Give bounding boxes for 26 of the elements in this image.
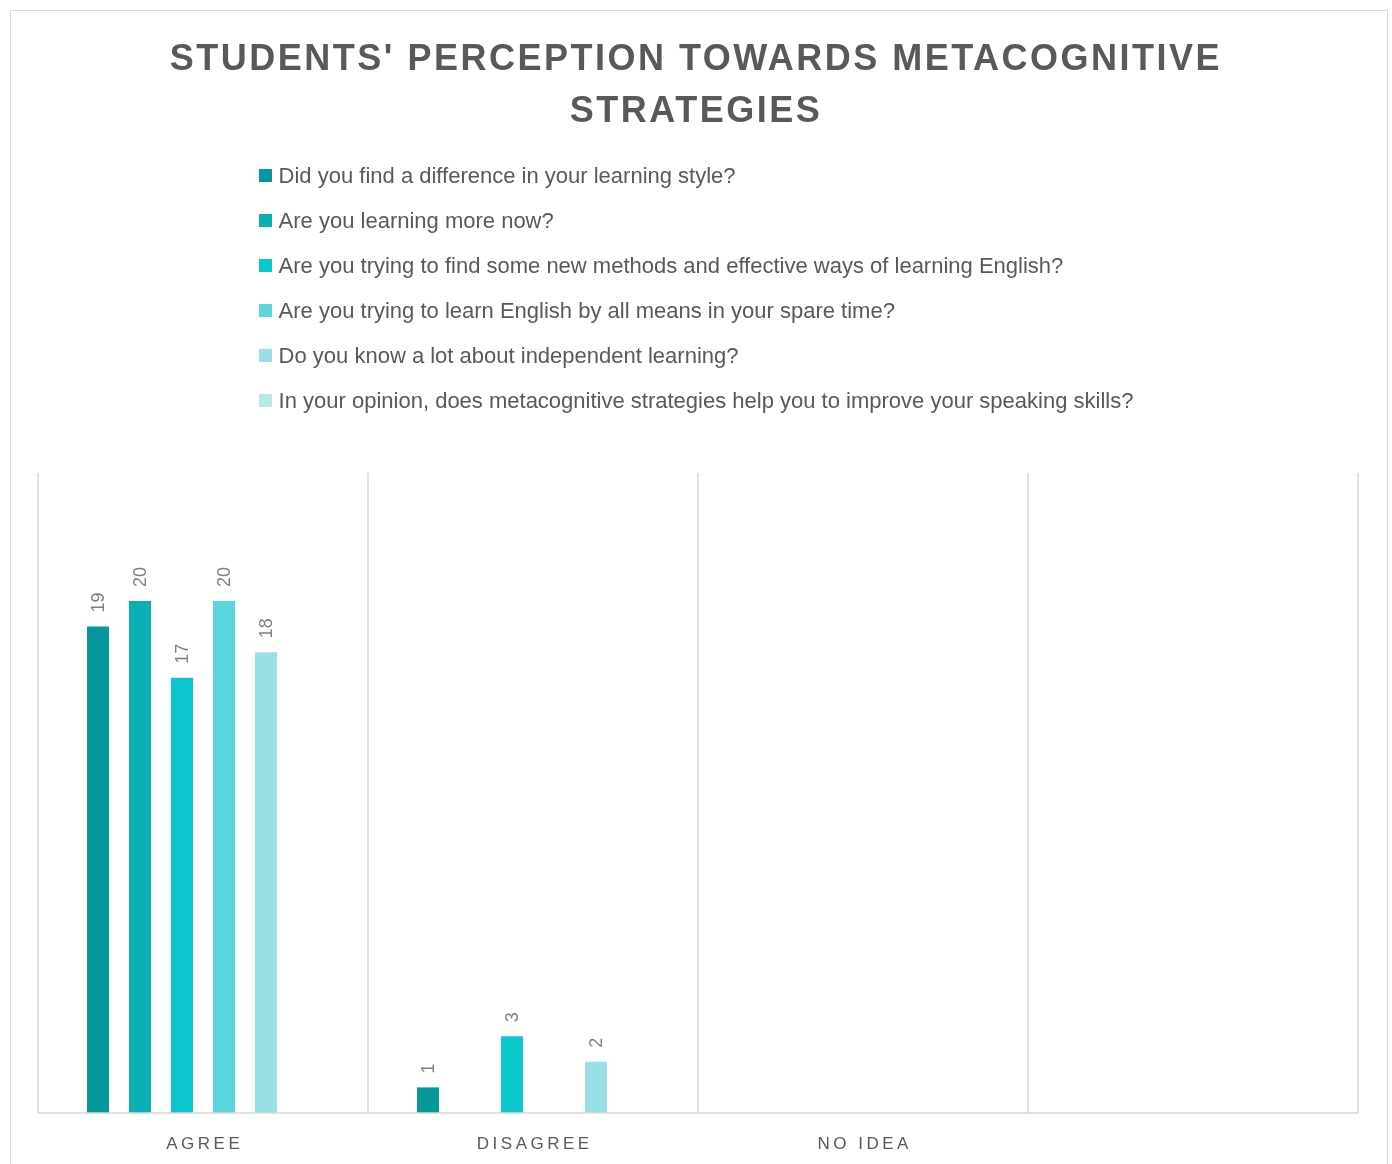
bar xyxy=(501,1036,523,1113)
chart-title: STUDENTS' PERCEPTION TOWARDS METACOGNITIVE STRATEGIES xyxy=(168,36,1224,132)
data-label: 18 xyxy=(256,618,276,639)
x-tick-label: NO IDEA xyxy=(817,1133,912,1153)
legend-label: Did you find a difference in your learning style? xyxy=(278,162,736,189)
data-label: 1 xyxy=(418,1063,438,1074)
bar xyxy=(417,1087,439,1113)
data-label: 20 xyxy=(130,566,150,587)
x-tick-label: AGREE xyxy=(166,1133,244,1153)
data-label: 20 xyxy=(214,566,234,587)
legend-label: Are you learning more now? xyxy=(278,207,554,234)
legend-label: Are you trying to find some new methods and effective ways of learning English? xyxy=(278,252,1064,279)
bar xyxy=(171,677,193,1113)
data-label: 17 xyxy=(172,643,192,664)
x-tick-label: DISAGREE xyxy=(476,1133,593,1153)
bar xyxy=(87,626,109,1113)
bar xyxy=(129,601,151,1113)
bar xyxy=(585,1061,607,1113)
legend-label: Do you know a lot about independent learning? xyxy=(278,342,739,369)
bar xyxy=(255,652,277,1113)
data-label: 3 xyxy=(502,1012,522,1023)
legend-label: In your opinion, does metacognitive strategies help you to improve your speaking skills? xyxy=(278,387,1134,414)
bar xyxy=(213,601,235,1113)
data-label: 2 xyxy=(586,1037,606,1048)
data-label: 19 xyxy=(88,592,108,613)
legend-label: Are you trying to learn English by all means in your spare time? xyxy=(278,297,895,324)
